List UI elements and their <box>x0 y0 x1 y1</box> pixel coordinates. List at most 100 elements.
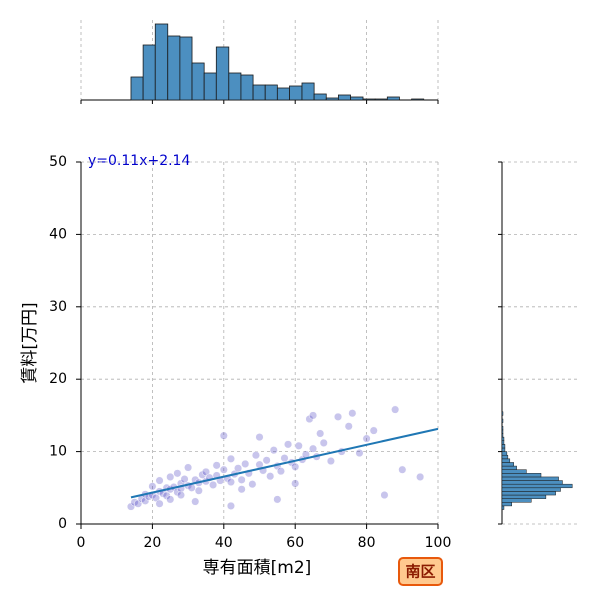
scatter-point <box>166 495 175 504</box>
x-hist-bar <box>142 44 156 101</box>
scatter-point <box>194 486 203 495</box>
y-tick-label: 0 <box>58 516 67 532</box>
x-hist-bar <box>276 87 290 101</box>
scatter-point <box>316 429 325 438</box>
scatter-point <box>294 441 303 450</box>
badge-box <box>398 557 443 586</box>
x-hist-bar <box>301 82 315 101</box>
scatter-point <box>391 405 400 414</box>
y-tick-label: 10 <box>49 444 67 460</box>
scatter-point <box>166 472 175 481</box>
scatter-point <box>291 462 300 471</box>
y-hist-bar <box>501 433 504 438</box>
scatter-point <box>191 497 200 506</box>
scatter-point <box>176 490 186 500</box>
x-hist-bar <box>374 98 388 101</box>
y-hist-bar <box>501 458 511 463</box>
x-tick-label: 40 <box>215 535 233 551</box>
x-tick-label: 80 <box>358 535 376 551</box>
scatter-point <box>251 451 260 460</box>
x-hist-bar <box>337 94 351 101</box>
scatter-point <box>212 461 221 470</box>
badge: 南区 <box>405 563 435 581</box>
scatter-point <box>269 446 278 455</box>
scatter-point <box>201 467 210 476</box>
scatter-point <box>291 479 300 488</box>
y-tick-label: 50 <box>49 154 67 170</box>
x-tick-label: 0 <box>77 535 86 551</box>
scatter-point <box>355 448 364 458</box>
y-tick-label: 20 <box>49 371 67 387</box>
scatter-point <box>184 463 193 472</box>
scatter-point <box>262 456 271 465</box>
x-hist-bar <box>325 97 339 101</box>
scatter-point <box>284 440 293 449</box>
y-hist-bar <box>501 487 561 492</box>
scatter-point <box>255 433 264 442</box>
scatter-point <box>155 499 164 508</box>
y-hist-bar <box>501 451 508 456</box>
scatter-point <box>237 475 246 484</box>
scatter-point <box>326 456 335 466</box>
scatter-point <box>280 454 289 463</box>
x-hist-bar <box>411 98 425 101</box>
scatter-point <box>380 490 389 500</box>
scatter-point <box>226 477 235 487</box>
scatter-point <box>309 444 318 453</box>
scatter-point <box>148 482 157 491</box>
y-tick-label: 40 <box>49 226 67 242</box>
y-hist-bar <box>501 502 512 507</box>
x-hist-bar <box>203 72 217 101</box>
y-hist-bar <box>501 436 505 441</box>
scatter-point <box>155 476 164 485</box>
scatter-point <box>237 485 246 494</box>
scatter-point <box>180 475 189 484</box>
scatter-point <box>319 438 328 447</box>
scatter-point <box>209 480 218 489</box>
y-hist-bar <box>501 418 504 423</box>
scatter-point <box>151 493 161 502</box>
scatter-point <box>416 472 425 481</box>
scatter-point <box>333 412 343 421</box>
y-hist-bar <box>501 491 556 496</box>
scatter-point <box>219 431 228 440</box>
y-hist-bar <box>501 462 514 467</box>
y-hist-bar <box>501 480 563 485</box>
y-hist-bar <box>501 440 505 445</box>
y-hist-bar <box>501 494 547 499</box>
x-hist-bar <box>228 72 242 101</box>
y-hist-bar <box>501 483 573 489</box>
x-tick-label: 20 <box>143 535 161 551</box>
y-hist-bar <box>501 444 506 449</box>
y-hist-bar <box>501 473 542 478</box>
scatter-point <box>398 465 407 474</box>
y-hist-bar <box>501 447 506 452</box>
scatter-point <box>226 501 235 510</box>
scatter-point <box>344 422 353 431</box>
scatter-point <box>173 469 182 478</box>
scatter-point <box>219 465 228 474</box>
x-hist-bar <box>191 62 205 101</box>
x-hist-bar <box>386 96 400 101</box>
x-hist-bar <box>240 74 254 101</box>
x-hist-bar <box>130 76 144 101</box>
y-hist-bar <box>501 426 504 431</box>
x-tick-label: 100 <box>425 535 452 551</box>
annotation: y=0.11x+2.14 <box>88 153 190 169</box>
y-hist-bar <box>501 429 504 434</box>
scatter-point <box>226 454 235 463</box>
y-hist-bar <box>501 454 509 460</box>
y-axis-label: 賃料[万円] <box>20 302 40 383</box>
x-hist-bar <box>215 46 230 101</box>
x-hist-bar <box>252 84 266 101</box>
scatter-point <box>241 459 250 468</box>
x-hist-bar <box>313 93 327 101</box>
y-hist-bar <box>501 469 527 474</box>
x-hist-bar <box>154 23 169 101</box>
scatter-point <box>248 480 257 489</box>
x-hist-bar <box>167 35 181 101</box>
y-tick-label: 30 <box>49 299 67 315</box>
scatter-point <box>309 411 318 420</box>
